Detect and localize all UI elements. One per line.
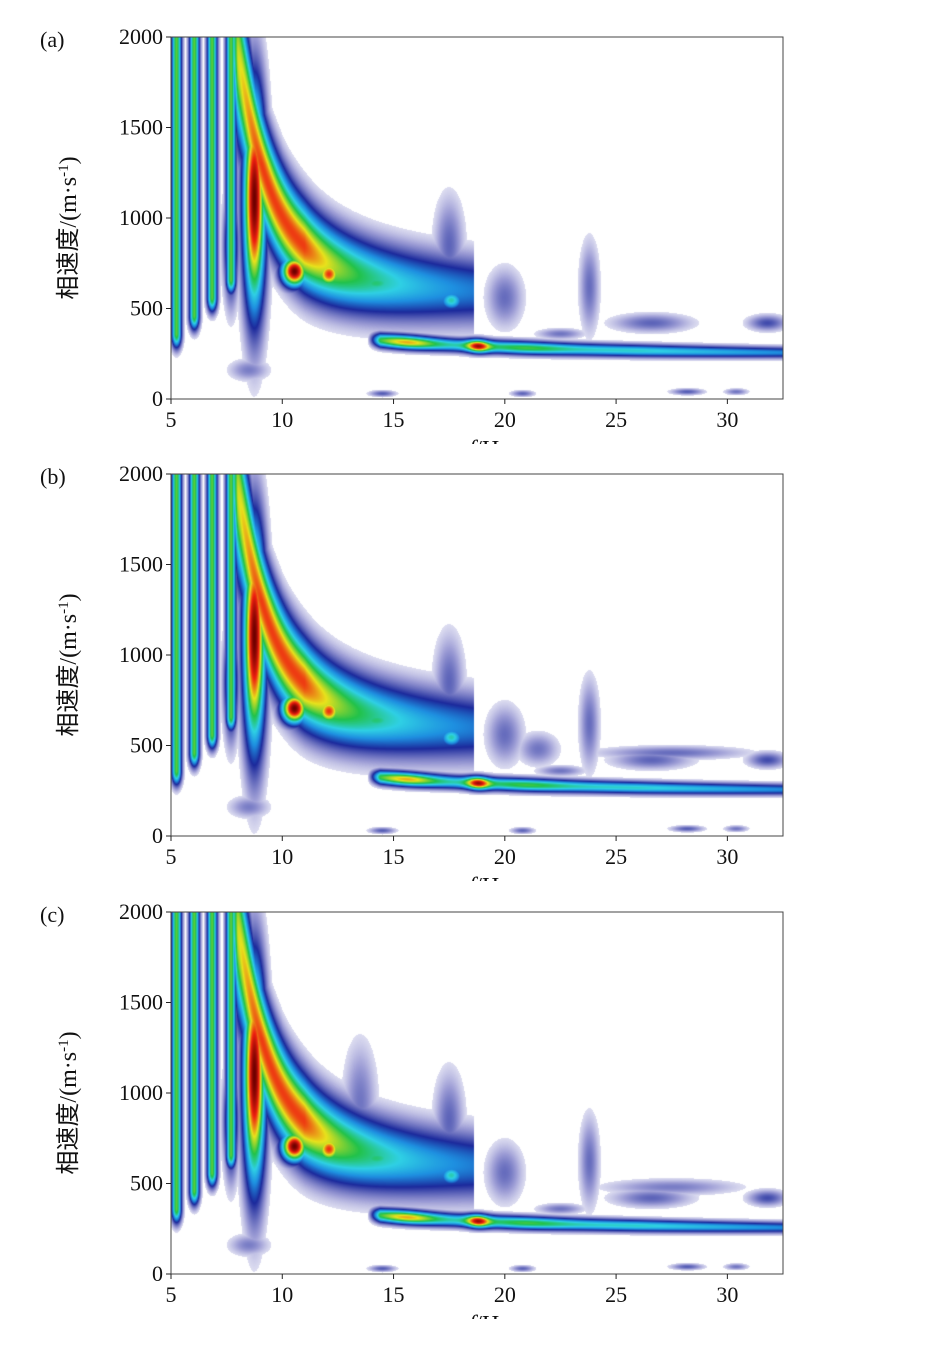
x-tick-label: 30 [716,844,738,869]
y-axis-title-close: ) [56,1031,82,1039]
y-tick-label: 1000 [119,1080,163,1105]
x-axis-title-symbol: f [469,437,479,444]
x-tick-label: 25 [605,407,627,432]
y-axis-title-main: 相速度/(m·s [55,177,82,300]
x-tick-label: 25 [605,844,627,869]
x-tick-label: 5 [166,1282,177,1307]
chart-panel-1: 5 10 15 20 25 30 0 500 1000 1500 2000 (b) f/Hz 相速度/(m… [40,461,784,881]
y-tick-label: 0 [152,823,163,848]
x-tick-label: 20 [494,1282,516,1307]
chart-panel-2: 5 10 15 20 25 30 0 500 1000 1500 2000 (c) f/Hz 相速度/(m… [40,899,784,1319]
y-axis-title: 相速度/(m·s-1) [55,156,82,299]
panel-label: (a) [40,27,64,52]
y-tick-label: 1000 [119,642,163,667]
x-tick-label: 15 [383,844,405,869]
x-axis-title-unit: /Hz [475,874,510,881]
y-tick-label: 2000 [119,24,163,49]
panel-label: (c) [40,902,64,927]
heatmap-image [171,474,783,836]
x-tick-label: 10 [271,844,293,869]
x-axis-title-unit: /Hz [475,1312,510,1319]
x-tick-label: 15 [383,407,405,432]
y-axis-title-close: ) [56,156,82,164]
x-tick-label: 20 [494,407,516,432]
heatmap-image [171,912,783,1274]
y-tick-label: 0 [152,386,163,411]
y-tick-label: 1000 [119,205,163,230]
y-axis-title-main: 相速度/(m·s [55,1052,82,1175]
x-tick-label: 10 [271,407,293,432]
x-tick-label: 15 [383,1282,405,1307]
x-tick-label: 20 [494,844,516,869]
y-tick-label: 1500 [119,552,163,577]
y-tick-label: 500 [130,733,163,758]
x-tick-label: 30 [716,1282,738,1307]
x-tick-label: 5 [166,407,177,432]
chart-panel-0: 5 10 15 20 25 30 0 500 1000 1500 2000 (a) f/Hz 相速度/(m… [40,24,784,444]
panel-label: (b) [40,464,66,489]
y-axis-title: 相速度/(m·s-1) [55,593,82,736]
y-tick-label: 0 [152,1261,163,1286]
x-axis-title-symbol: f [469,874,479,881]
x-axis-title: f/Hz [469,1312,510,1319]
y-axis-title-close: ) [56,593,82,601]
y-axis-title-exponent: -1 [56,1039,72,1052]
y-axis-title-exponent: -1 [56,164,72,177]
x-tick-label: 10 [271,1282,293,1307]
y-tick-label: 500 [130,1171,163,1196]
heatmap-image [171,37,783,399]
y-axis-title-main: 相速度/(m·s [55,614,82,737]
x-tick-label: 30 [716,407,738,432]
x-axis-title-unit: /Hz [475,437,510,444]
y-tick-label: 500 [130,296,163,321]
x-tick-label: 25 [605,1282,627,1307]
x-axis-title-symbol: f [469,1312,479,1319]
y-tick-label: 2000 [119,461,163,486]
y-axis-title-exponent: -1 [56,601,72,614]
y-tick-label: 1500 [119,115,163,140]
x-axis-title: f/Hz [469,874,510,881]
y-tick-label: 1500 [119,990,163,1015]
x-axis-title: f/Hz [469,437,510,444]
x-tick-label: 5 [166,844,177,869]
y-axis-title: 相速度/(m·s-1) [55,1031,82,1174]
y-tick-label: 2000 [119,899,163,924]
